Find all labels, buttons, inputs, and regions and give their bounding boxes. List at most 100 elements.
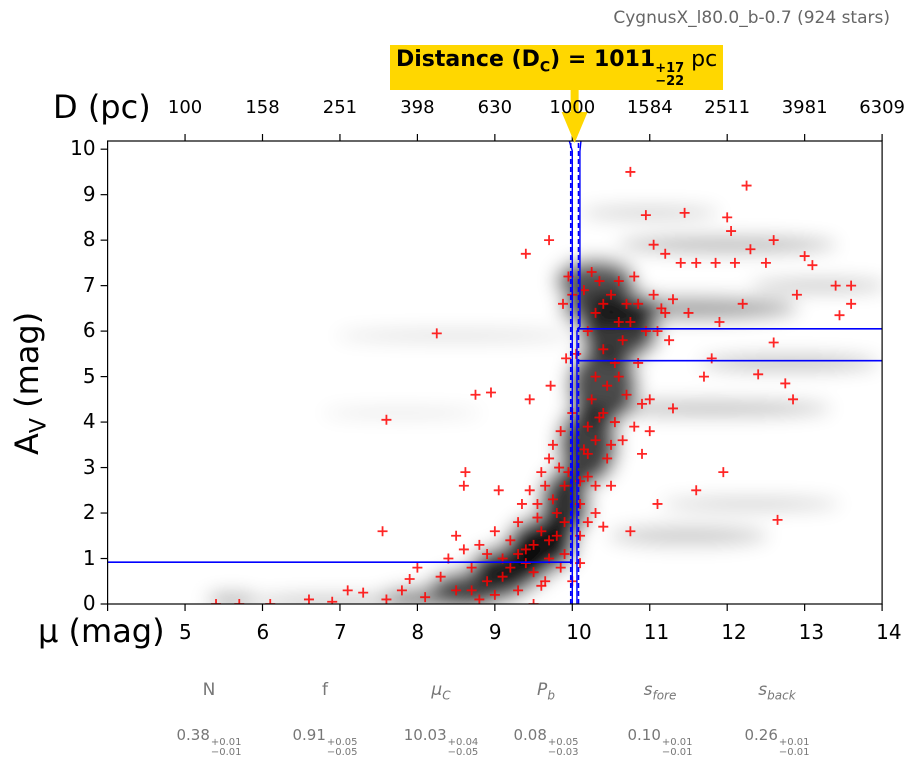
data-point — [602, 380, 613, 391]
data-point — [482, 548, 493, 559]
density-blob — [579, 206, 720, 219]
top-tick-label: 630 — [477, 97, 513, 118]
param-value: 0.38 +0.01 −0.01 — [176, 726, 242, 758]
density-blob — [206, 593, 257, 604]
data-point — [613, 371, 624, 382]
data-point — [520, 558, 531, 569]
x-axis-label: μ (mag) — [38, 612, 165, 650]
param-name: Pb — [537, 680, 555, 703]
data-point — [451, 585, 462, 596]
data-point — [609, 417, 620, 428]
data-point — [493, 485, 504, 496]
density-blob — [591, 400, 832, 417]
data-point — [799, 251, 810, 262]
data-point — [791, 289, 802, 300]
data-point — [466, 562, 477, 573]
data-point — [629, 271, 640, 282]
data-point — [625, 166, 636, 177]
data-point — [381, 414, 392, 425]
data-point — [412, 562, 423, 573]
x-tick-label: 5 — [179, 620, 192, 644]
data-point — [613, 276, 624, 287]
axes — [100, 134, 883, 611]
data-points — [211, 166, 857, 604]
data-point — [532, 512, 543, 523]
y-tick-label: 3 — [82, 454, 96, 479]
data-point — [590, 435, 601, 446]
param-name: N — [202, 680, 216, 700]
data-point — [629, 421, 640, 432]
data-point — [741, 180, 752, 191]
data-point — [644, 426, 655, 437]
data-point — [722, 212, 733, 223]
data-point — [460, 467, 471, 478]
density-blob — [660, 497, 841, 510]
data-point — [621, 298, 632, 309]
data-point — [555, 562, 566, 573]
data-point — [489, 526, 500, 537]
data-point — [524, 394, 535, 405]
data-point — [753, 369, 764, 380]
top-tick-label: 251 — [322, 97, 358, 118]
banner-errors: +17 −22 — [655, 62, 684, 88]
y-tick-label: 5 — [82, 363, 96, 388]
data-point — [470, 389, 481, 400]
data-point — [555, 426, 566, 437]
param-name: f — [322, 680, 328, 700]
data-point — [834, 310, 845, 321]
data-point — [729, 257, 740, 268]
data-point — [381, 594, 392, 604]
y-tick-label: 4 — [82, 409, 96, 434]
density-blob — [699, 354, 880, 371]
param-name: μC — [431, 680, 451, 703]
data-point — [420, 592, 431, 603]
banner-sub: C — [539, 59, 551, 76]
data-point — [640, 326, 651, 337]
y-label-sub: V — [26, 418, 52, 434]
data-point — [342, 585, 353, 596]
data-point — [211, 599, 222, 604]
data-point — [625, 317, 636, 328]
data-point — [489, 589, 500, 600]
data-point — [544, 453, 555, 464]
data-point — [698, 371, 709, 382]
density-blob — [336, 330, 577, 341]
data-point — [582, 448, 593, 459]
data-point — [559, 517, 570, 528]
data-point — [648, 239, 659, 250]
data-point — [545, 380, 556, 391]
param-name: sback — [758, 680, 796, 703]
y-tick-label: 1 — [82, 545, 96, 570]
data-point — [788, 394, 799, 405]
y-tick-label: 9 — [82, 181, 96, 206]
data-point — [613, 317, 624, 328]
data-point — [768, 235, 779, 246]
data-point — [551, 530, 562, 541]
data-point — [547, 494, 558, 505]
data-point — [485, 387, 496, 398]
data-point — [435, 571, 446, 582]
data-point — [582, 471, 593, 482]
banner-value: ) = 1011 — [550, 47, 656, 72]
data-point — [633, 357, 644, 368]
y-tick-label: 10 — [70, 136, 96, 161]
data-point — [807, 260, 818, 271]
x-tick-label: 9 — [488, 620, 502, 644]
data-point — [524, 485, 535, 496]
distance-arrow — [561, 80, 588, 143]
x-tick-label: 10 — [566, 620, 592, 644]
y-label-unit: (mag) — [8, 311, 46, 419]
data-point — [679, 207, 690, 218]
top-axis-label: D (pc) — [53, 88, 151, 126]
x-tick-label: 7 — [333, 620, 347, 644]
data-point — [594, 276, 605, 287]
data-point — [554, 462, 565, 473]
x-tick-label: 12 — [721, 620, 747, 644]
param-value: 0.08 +0.05 −0.03 — [513, 726, 579, 758]
y-tick-label: 6 — [82, 318, 96, 343]
x-tick-label: 13 — [798, 620, 825, 644]
data-point — [540, 480, 551, 491]
data-point — [691, 485, 702, 496]
data-point — [536, 580, 547, 591]
data-point — [606, 289, 617, 300]
